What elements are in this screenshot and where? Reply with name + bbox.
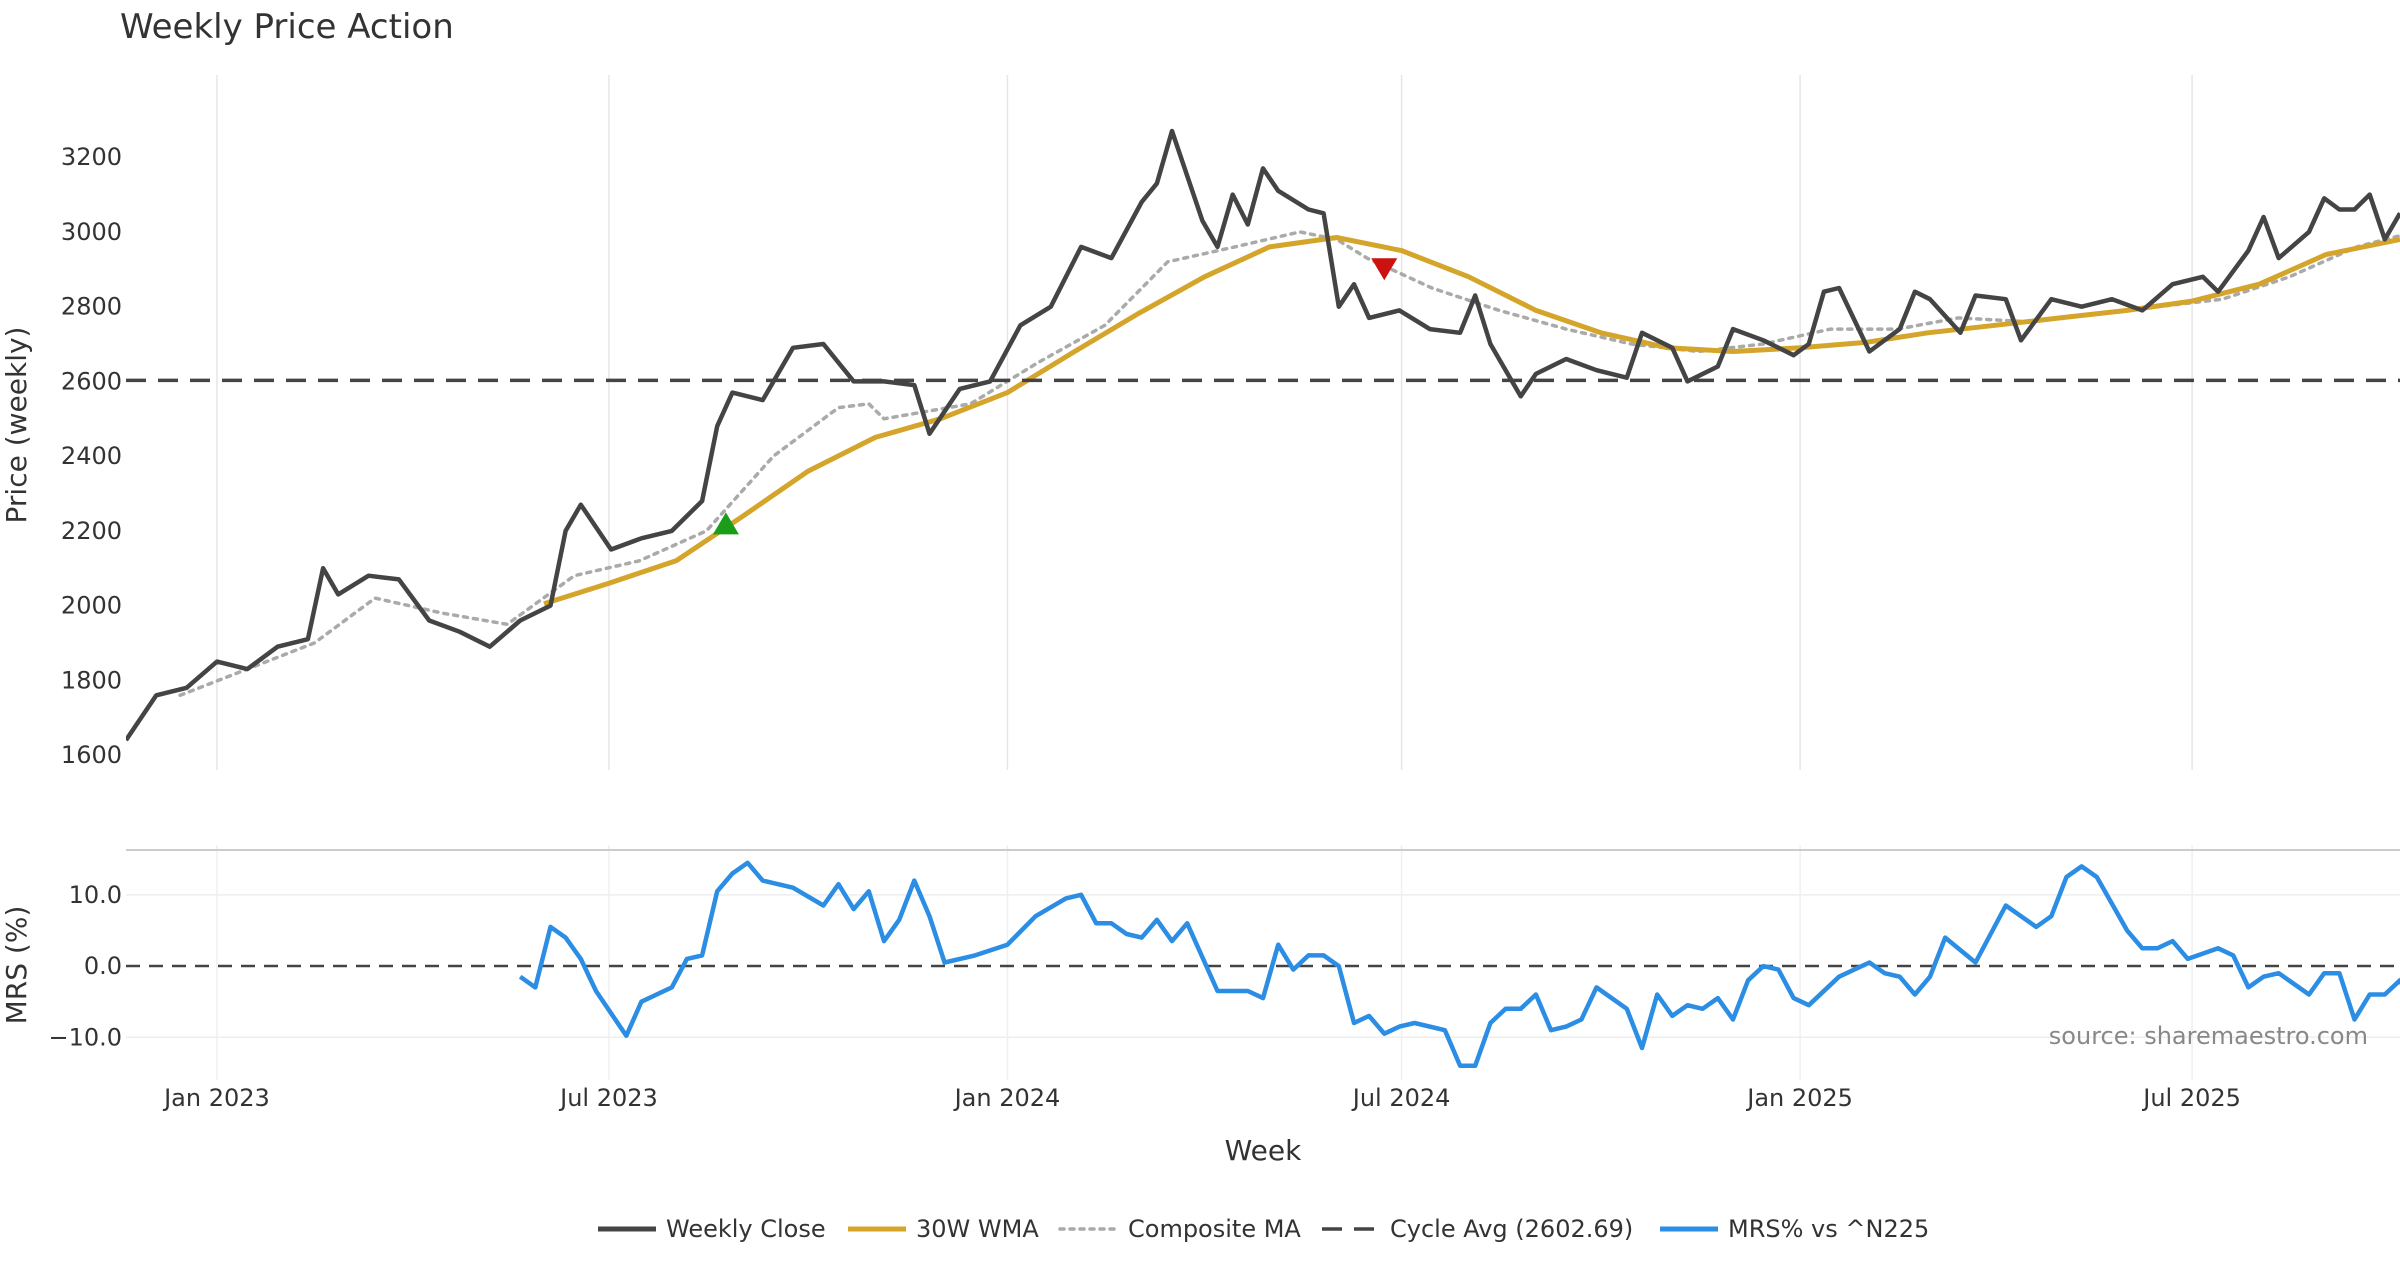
buy-signal-marker <box>712 512 739 535</box>
price-y-tick-label: 2200 <box>61 517 122 545</box>
x-tick-label: Jul 2025 <box>2141 1084 2241 1112</box>
x-tick-labels: Jan 2023 Jul 2023 Jan 2024 Jul 2024 Jan 2025… <box>162 1084 2241 1112</box>
legend-label-wma: 30W WMA <box>916 1215 1039 1243</box>
wma-line <box>543 235 2400 607</box>
price-y-tick-label: 1800 <box>61 666 122 694</box>
legend-label-weekly-close: Weekly Close <box>666 1215 826 1243</box>
x-tick-label: Jan 2024 <box>953 1084 1061 1112</box>
price-y-tick-label: 2600 <box>61 367 122 395</box>
legend-label-composite: Composite MA <box>1128 1215 1301 1243</box>
price-y-tick-label: 1600 <box>61 741 122 769</box>
chart-legend: Weekly Close 30W WMA Composite MA Cycle Avg… <box>598 1215 1929 1243</box>
price-y-tick-label: 2000 <box>61 592 122 620</box>
mrs-axis-title: MRS (%) <box>0 906 33 1025</box>
price-panel-series <box>126 128 2400 742</box>
weekly-close-line <box>126 128 2400 742</box>
price-y-tick-label: 2400 <box>61 442 122 470</box>
x-axis-title: Week <box>1225 1134 1302 1167</box>
legend-label-mrs: MRS% vs ^N225 <box>1728 1215 1929 1243</box>
mrs-y-tick-label: 0.0 <box>84 952 122 980</box>
price-y-tick-label: 2800 <box>61 293 122 321</box>
x-tick-label: Jan 2025 <box>1745 1084 1853 1112</box>
x-tick-label: Jul 2023 <box>558 1084 658 1112</box>
x-tick-label: Jul 2024 <box>1351 1084 1451 1112</box>
sell-signal-marker <box>1371 258 1398 281</box>
source-annotation: source: sharemaestro.com <box>2049 1022 2368 1050</box>
x-tick-label: Jan 2023 <box>162 1084 270 1112</box>
y-tick-labels: 1600 1800 2000 2200 2400 2600 2800 3000 3200 10.0… <box>48 143 122 1051</box>
legend-label-cycle-avg: Cycle Avg (2602.69) <box>1390 1215 1633 1243</box>
mrs-y-tick-label: −10.0 <box>48 1023 122 1051</box>
chart-title: Weekly Price Action <box>120 7 454 47</box>
mrs-y-tick-label: 10.0 <box>69 881 122 909</box>
mrs-panel-grid <box>126 845 2400 1080</box>
price-y-tick-label: 3200 <box>61 143 122 171</box>
price-axis-title: Price (weekly) <box>0 327 33 524</box>
price-panel-grid <box>216 75 2193 770</box>
mrs-panel-series <box>126 860 2400 1069</box>
mrs-line <box>518 860 2400 1069</box>
price-y-tick-label: 3000 <box>61 218 122 246</box>
